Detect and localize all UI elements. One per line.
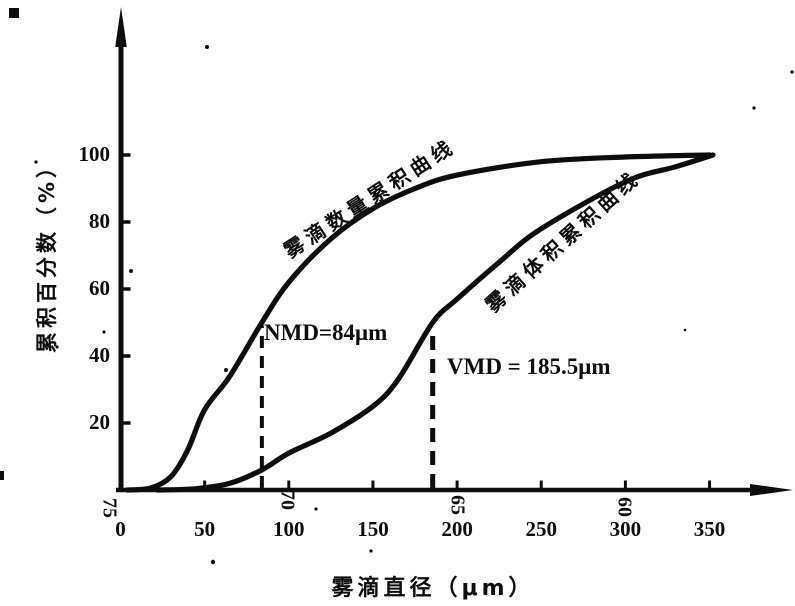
bleedthrough-mark-70: 70	[276, 490, 299, 510]
scan-noise	[129, 269, 133, 273]
y-tick-label: 20	[89, 410, 110, 434]
bleedthrough-mark-65: 65	[446, 495, 469, 515]
y-axis-arrow	[115, 7, 127, 47]
x-tick-label: 150	[357, 517, 389, 541]
x-tick-label: 250	[525, 517, 558, 541]
y-tick-label: 100	[78, 142, 111, 166]
scan-noise	[0, 471, 4, 480]
scan-noise	[790, 70, 794, 74]
scan-noise	[205, 45, 209, 49]
scan-noise	[55, 345, 59, 349]
vmd-annotation: VMD = 185.5μm	[447, 354, 611, 379]
scan-noise	[752, 106, 756, 110]
y-tick-label: 60	[89, 276, 110, 300]
volume-cumulative-curve	[154, 152, 716, 493]
x-tick-label: 350	[693, 517, 726, 541]
x-tick-label: 0	[115, 517, 126, 541]
scan-noise	[683, 328, 687, 332]
x-tick-label: 100	[273, 517, 305, 541]
scan-noise	[9, 8, 19, 18]
y-tick-label: 40	[89, 343, 110, 367]
bleedthrough-mark-60: 60	[613, 497, 636, 517]
x-tick-label: 200	[441, 517, 473, 541]
x-tick-label: 50	[194, 517, 216, 541]
x-axis-title: 雾滴直径（μm）	[331, 576, 535, 601]
bleedthrough-mark-75: 75	[98, 498, 121, 518]
y-tick-label: 80	[89, 209, 110, 233]
nmd-annotation: NMD=84μm	[264, 320, 388, 345]
x-tick-label: 300	[609, 517, 642, 541]
scan-noise	[314, 507, 318, 511]
scan-noise	[210, 559, 216, 565]
number-cumulative-curve	[124, 152, 713, 493]
scan-noise	[369, 549, 373, 553]
y-axis-title: 累积百分数（%）	[35, 152, 59, 354]
scan-noise	[102, 330, 106, 334]
x-axis-arrow	[750, 484, 793, 496]
scan-noise	[34, 160, 38, 164]
scan-noise	[224, 368, 228, 372]
